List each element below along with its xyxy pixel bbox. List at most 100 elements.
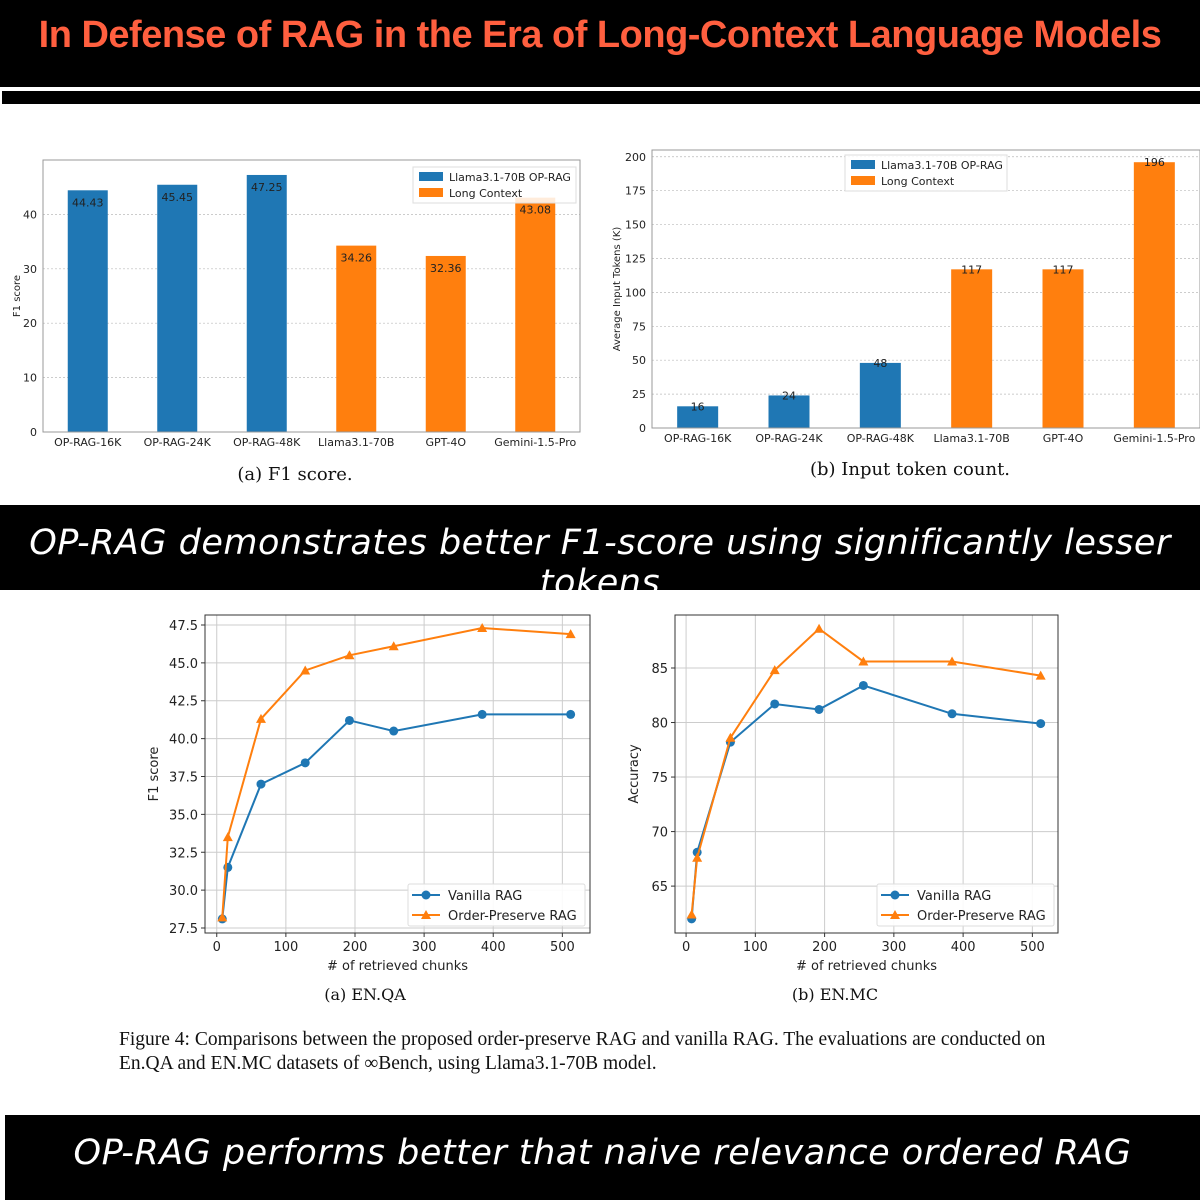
token-bar-chart: 0 25 50 75 100 125 150 175 200 16 OP-RAG-16K 24 OP-R… (612, 149, 1200, 445)
x-tick-label: 300 (881, 940, 906, 955)
data-point (770, 699, 780, 709)
y-tick-label: 175 (625, 185, 646, 198)
y-tick-label: 47.5 (169, 619, 198, 634)
x-tick-label: Llama3.1-70B (318, 436, 394, 449)
data-label: 44.43 (72, 196, 104, 209)
title-band: In Defense of RAG in the Era of Long-Con… (0, 0, 1200, 87)
legend-marker (421, 910, 431, 919)
legend-label: Llama3.1-70B OP-RAG (881, 159, 1003, 172)
y-tick-label: 75 (651, 771, 668, 786)
page-title: In Defense of RAG in the Era of Long-Con… (38, 14, 1162, 56)
y-tick-label: 100 (625, 286, 646, 299)
data-label: 117 (1053, 263, 1074, 276)
bar (677, 406, 719, 428)
f1-bar-chart: 0 10 20 30 40 44.43 OP-RAG-16K 45.45 OP-RAG-24K 4… (12, 159, 581, 449)
data-point (300, 665, 311, 675)
banner-bottom-text: OP-RAG performs better that naive releva… (73, 1133, 1132, 1173)
banner-top: OP-RAG demonstrates better F1-score usin… (0, 505, 1200, 603)
banner-top-text: OP-RAG demonstrates better F1-score usin… (29, 523, 1171, 603)
axes-frame (674, 614, 1059, 934)
axes-frame (651, 149, 1200, 429)
y-tick-label: 37.5 (169, 770, 198, 785)
x-axis-label: # of retrieved chunks (327, 959, 468, 974)
data-point (858, 656, 869, 666)
data-point (344, 715, 354, 725)
legend-swatch (851, 160, 875, 169)
chart-caption-enmc: (b) EN.MC (791, 985, 879, 1004)
data-label: 32.36 (430, 262, 462, 275)
data-label: 34.26 (341, 252, 373, 265)
x-tick-label: 200 (343, 940, 368, 955)
bar (768, 395, 810, 428)
data-point (300, 758, 310, 768)
bar (1042, 269, 1084, 428)
y-tick-label: 85 (651, 662, 668, 677)
axes-frame (204, 614, 591, 934)
data-point (686, 909, 697, 919)
bar (425, 255, 466, 432)
y-tick-label: 0 (30, 426, 37, 439)
chart-caption-tokens: (b) Input token count. (809, 459, 1011, 480)
x-tick-label: OP-RAG-16K (664, 432, 732, 445)
legend-box (876, 883, 1055, 927)
data-point (566, 709, 576, 719)
legend-label: Long Context (881, 175, 955, 188)
bar (1133, 162, 1175, 428)
data-label: 47.25 (251, 181, 283, 194)
y-tick-label: 0 (639, 422, 646, 435)
y-axis-label: F1 score (12, 275, 23, 317)
legend-swatch (851, 176, 875, 185)
axes-frame (42, 159, 581, 433)
series-line (690, 627, 1041, 915)
legend-swatch (419, 188, 443, 197)
y-tick-label: 27.5 (169, 922, 198, 937)
x-tick-label: 300 (412, 940, 437, 955)
y-tick-label: 32.5 (169, 846, 198, 861)
legend-marker (890, 910, 900, 919)
y-tick-label: 150 (625, 219, 646, 232)
x-tick-label: 400 (951, 940, 976, 955)
bar (515, 197, 556, 432)
series-line (690, 684, 1041, 919)
x-tick-label: OP-RAG-16K (54, 436, 122, 449)
data-label: 45.45 (162, 191, 194, 204)
data-point (1035, 670, 1046, 680)
y-tick-label: 70 (651, 826, 668, 841)
x-axis-label: # of retrieved chunks (796, 959, 937, 974)
legend-marker (421, 890, 431, 900)
y-tick-label: 20 (23, 317, 37, 330)
x-tick-label: 200 (812, 940, 837, 955)
x-tick-label: GPT-4O (1043, 432, 1084, 445)
series-line (221, 713, 571, 920)
bar (951, 269, 993, 428)
legend-box (407, 883, 586, 927)
x-tick-label: OP-RAG-24K (755, 432, 823, 445)
bar (859, 362, 901, 428)
x-tick-label: Gemini-1.5-Pro (494, 436, 576, 449)
chart-caption-enqa: (a) EN.QA (324, 985, 406, 1004)
bar (246, 174, 287, 432)
data-point (814, 623, 825, 633)
x-tick-label: 0 (682, 940, 690, 955)
data-point (477, 623, 488, 633)
enmc-line-chart: 0 100 200 300 400 500 65 70 75 80 85 # of retrieved… (627, 614, 1059, 974)
x-tick-label: 100 (273, 940, 298, 955)
legend-label: Llama3.1-70B OP-RAG (449, 171, 571, 184)
legend-label: Vanilla RAG (917, 889, 991, 904)
divider (2, 91, 1200, 104)
data-point (565, 629, 576, 639)
x-tick-label: GPT-4O (426, 436, 467, 449)
data-point (947, 656, 958, 666)
data-point (769, 665, 780, 675)
y-tick-label: 200 (625, 151, 646, 164)
bar (67, 190, 108, 432)
x-tick-label: 500 (550, 940, 575, 955)
y-tick-label: 25 (632, 388, 646, 401)
data-label: 48 (873, 357, 887, 370)
data-point (217, 912, 228, 922)
bar (336, 245, 377, 432)
legend-swatch (419, 172, 443, 181)
data-point (344, 650, 355, 660)
x-tick-label: 500 (1020, 940, 1045, 955)
bar (157, 184, 198, 432)
